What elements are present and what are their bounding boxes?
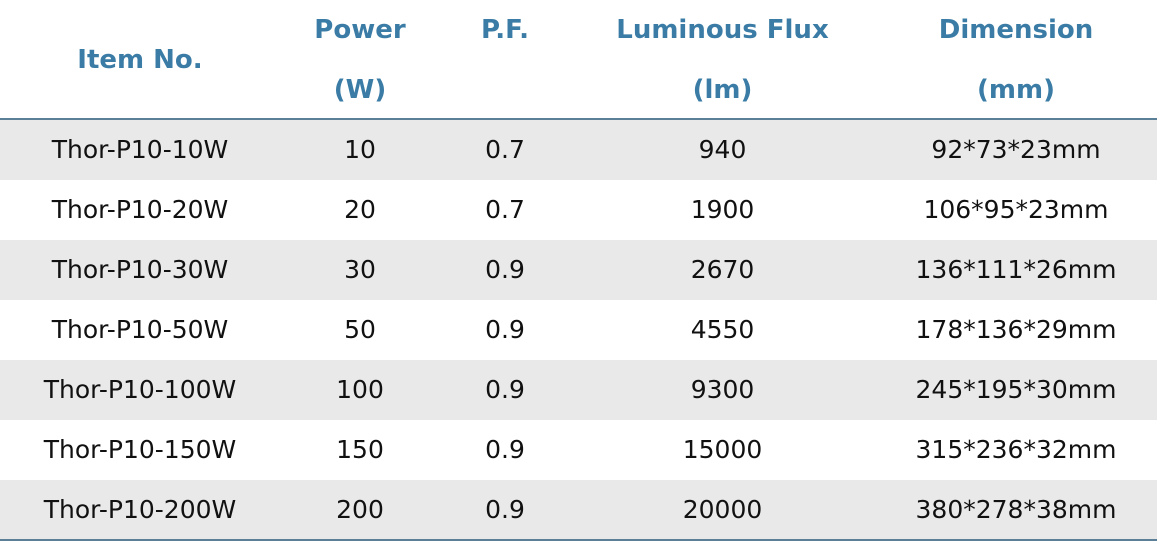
header-cell: Dimension (mm)	[875, 0, 1157, 119]
table-cell: 315*236*32mm	[915, 435, 1117, 464]
table-cell: 0.9	[485, 375, 525, 404]
table-cell: 15000	[682, 435, 763, 464]
table-row: Thor-P10-10W 10 0.7 940 92*73*23mm	[0, 120, 1157, 180]
header-cell: Item No.	[0, 0, 280, 119]
table-cell: Thor-P10-30W	[51, 255, 229, 284]
header-text: Dimension	[938, 15, 1094, 45]
header-cell: Power (W)	[280, 0, 440, 119]
table-cell: 92*73*23mm	[931, 135, 1101, 164]
table-cell: 200	[336, 495, 384, 524]
header-text: (W)	[333, 75, 387, 105]
table-cell: 1900	[690, 195, 755, 224]
table-cell: 106*95*23mm	[923, 195, 1109, 224]
table-cell: 0.9	[485, 435, 525, 464]
table-cell: 100	[336, 375, 384, 404]
header-text: Item No.	[77, 44, 203, 75]
table-cell: 245*195*30mm	[915, 375, 1117, 404]
table-cell: 136*111*26mm	[915, 255, 1117, 284]
table-cell: 940	[698, 135, 747, 164]
table-cell: 20	[344, 195, 376, 224]
header-text: P.F.	[481, 15, 529, 45]
table-row: Thor-P10-100W 100 0.9 9300 245*195*30mm	[0, 360, 1157, 420]
table-cell: 0.7	[485, 195, 525, 224]
table-row: Thor-P10-50W 50 0.9 4550 178*136*29mm	[0, 300, 1157, 360]
table-cell: 178*136*29mm	[915, 315, 1117, 344]
header-text: Luminous Flux	[616, 15, 829, 45]
table-cell: Thor-P10-200W	[43, 495, 237, 524]
table-row: Thor-P10-200W 200 0.9 20000 380*278*38mm	[0, 480, 1157, 540]
table-cell: 20000	[682, 495, 763, 524]
table-cell: Thor-P10-10W	[51, 135, 229, 164]
table-cell: 10	[344, 135, 376, 164]
table-cell: 380*278*38mm	[915, 495, 1117, 524]
table-cell: 0.9	[485, 315, 525, 344]
table-cell: Thor-P10-100W	[43, 375, 237, 404]
header-text: (mm)	[977, 75, 1055, 105]
table-cell: 2670	[690, 255, 755, 284]
table-row: Thor-P10-20W 20 0.7 1900 106*95*23mm	[0, 180, 1157, 240]
table-cell: 150	[336, 435, 384, 464]
header-row: Item No. Power (W) P.F. Luminous Flux (lm) Dim…	[0, 0, 1157, 119]
header-text: Power	[314, 15, 406, 45]
table-cell: 9300	[690, 375, 755, 404]
table-cell: 30	[344, 255, 376, 284]
table-cell: 0.7	[485, 135, 525, 164]
header-cell: P.F.	[440, 0, 570, 119]
table-cell: 4550	[690, 315, 755, 344]
table-row: Thor-P10-150W 150 0.9 15000 315*236*32mm	[0, 420, 1157, 480]
table-cell: Thor-P10-150W	[43, 435, 237, 464]
table-cell: 50	[344, 315, 376, 344]
table-cell: 0.9	[485, 255, 525, 284]
header-rule	[0, 118, 1157, 120]
table-cell: 0.9	[485, 495, 525, 524]
header-text: (lm)	[692, 75, 753, 105]
table-row: Thor-P10-30W 30 0.9 2670 136*111*26mm	[0, 240, 1157, 300]
table-cell: Thor-P10-50W	[51, 315, 229, 344]
bottom-rule	[0, 539, 1157, 541]
table-cell: Thor-P10-20W	[51, 195, 229, 224]
header-cell: Luminous Flux (lm)	[570, 0, 875, 119]
